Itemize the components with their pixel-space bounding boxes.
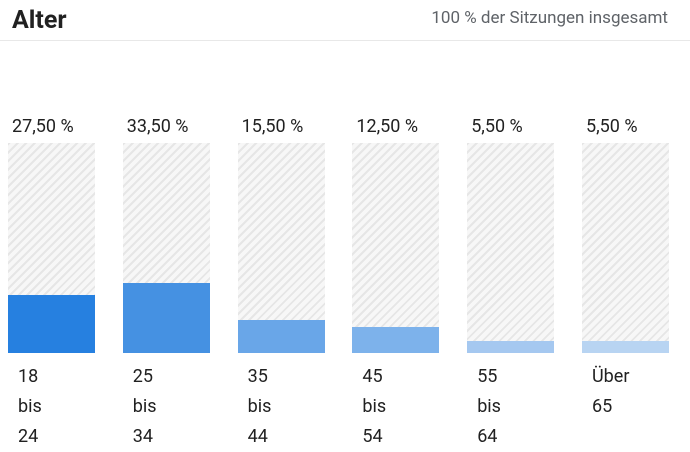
category-label: Über 65	[592, 366, 630, 417]
category-label: 18 bis 24	[18, 366, 42, 447]
bar	[122, 282, 210, 353]
bar	[467, 341, 555, 353]
category-label: 55 bis 64	[477, 366, 501, 447]
header-rule	[0, 40, 690, 41]
value-label: 12,50 %	[356, 116, 419, 137]
bar	[582, 341, 669, 353]
bar-track	[467, 143, 555, 353]
bar	[8, 295, 95, 353]
bar	[237, 320, 325, 353]
bar	[352, 326, 440, 353]
bar-track	[352, 143, 440, 353]
bar-track	[8, 143, 95, 353]
bar-track	[122, 143, 210, 353]
bar-track	[237, 143, 325, 353]
category-label: 25 bis 34	[132, 366, 157, 447]
value-label: 5,50 %	[471, 116, 523, 137]
bar-track	[582, 143, 669, 353]
value-label: 33,50 %	[126, 116, 189, 137]
chart-title: Alter	[12, 6, 67, 35]
category-label: 35 bis 44	[247, 366, 272, 447]
category-label: 45 bis 54	[362, 366, 387, 447]
chart-subtitle: 100 % der Sitzungen insgesamt	[431, 8, 668, 28]
value-label: 15,50 %	[241, 116, 304, 137]
value-label: 5,50 %	[586, 116, 638, 137]
value-label: 27,50 %	[12, 116, 74, 137]
